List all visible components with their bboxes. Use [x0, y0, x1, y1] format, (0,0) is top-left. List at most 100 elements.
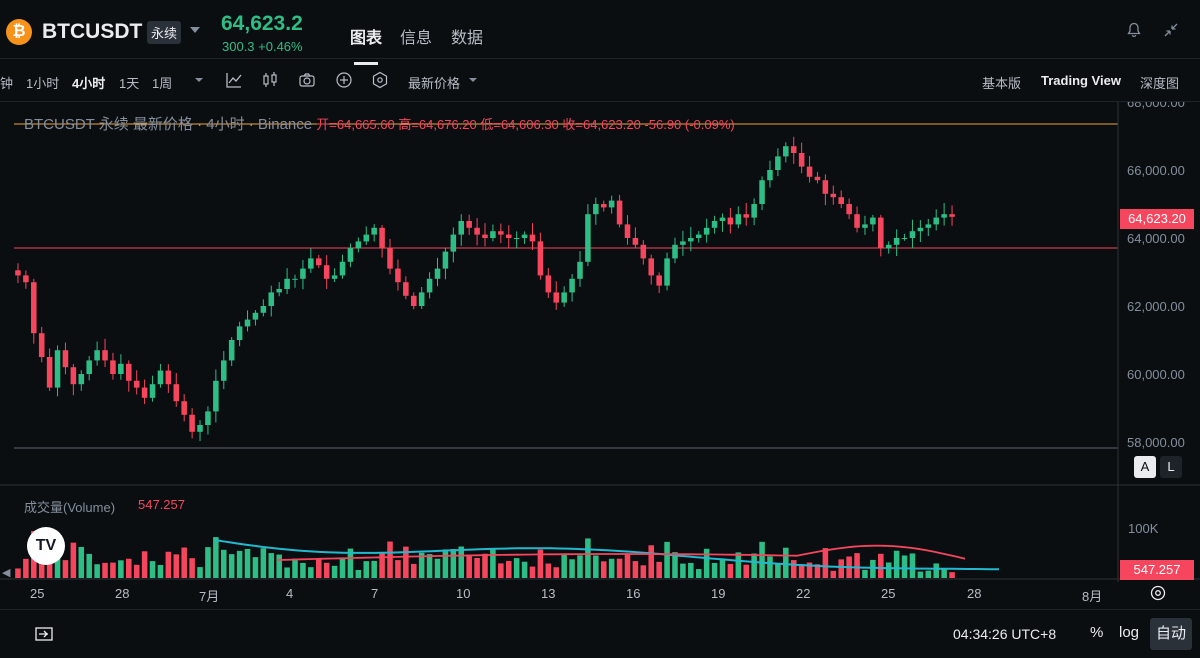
candle-body [838, 197, 844, 204]
volume-bar [648, 545, 655, 578]
symbol-name[interactable]: BTCUSDT [42, 20, 143, 43]
volume-bar [355, 569, 362, 578]
auto-scale-toggle[interactable]: 自动 [1150, 618, 1192, 650]
time-tick-label: 4 [286, 586, 294, 601]
volume-bar [23, 558, 29, 578]
auto-scale-button[interactable]: A [1134, 456, 1156, 478]
price-type-dropdown-icon[interactable] [464, 71, 482, 89]
volume-bar [498, 563, 504, 578]
candle-body [656, 275, 662, 286]
volume-bar [909, 553, 916, 578]
candle-body [846, 204, 852, 215]
volume-bar [434, 558, 441, 578]
replay-icon[interactable] [33, 623, 55, 645]
volume-bar [878, 553, 884, 578]
log-scale-button[interactable]: L [1160, 456, 1182, 478]
indicator-chart-icon[interactable] [225, 71, 243, 89]
interval-minute[interactable]: 钟 [0, 76, 14, 91]
price-type-select[interactable]: 最新价格 [408, 76, 461, 91]
interval-1w[interactable]: 1周 [152, 76, 173, 91]
scroll-left-icon[interactable]: ◀ [2, 567, 11, 579]
clock-readout[interactable]: 04:34:26 UTC+8 [953, 626, 1057, 642]
candle-type-icon[interactable] [261, 71, 279, 89]
candle-body [173, 384, 180, 402]
bell-icon[interactable] [1126, 22, 1142, 38]
volume-bar [640, 565, 647, 578]
chart-toolbar: 钟 1小时 4小时 1天 1周 最新价格 基本版 Trading View 深度… [0, 59, 1200, 102]
candle-body [561, 292, 567, 303]
volume-bar [482, 553, 488, 578]
volume-bar [133, 564, 140, 578]
tab-data[interactable]: 数据 [451, 30, 484, 47]
tab-info[interactable]: 信息 [400, 30, 433, 47]
price-axis-ticks: 68,000.00 66,000.00 64,000.00 62,000.00 60,0… [1127, 102, 1185, 450]
volume-value: 547.257 [138, 497, 185, 512]
volume-bar [118, 560, 124, 578]
volume-bar [822, 548, 829, 578]
volume-bar [870, 559, 876, 578]
candle-body [403, 282, 409, 296]
volume-bar [260, 548, 267, 578]
volume-bar [505, 560, 512, 578]
candle-body [719, 217, 726, 221]
candle-body [893, 238, 900, 245]
camera-icon[interactable] [298, 71, 316, 89]
interval-1d[interactable]: 1天 [119, 76, 140, 91]
collapse-icon[interactable] [1163, 22, 1179, 38]
candle-body [648, 258, 655, 276]
volume-bar [743, 564, 749, 578]
candle-body [387, 248, 393, 269]
volume-bar [830, 570, 837, 578]
view-tradingview[interactable]: Trading View [1041, 73, 1121, 88]
candle-body [695, 234, 702, 238]
volume-bar [854, 553, 860, 578]
volume-bar [466, 554, 472, 578]
candle-body [339, 261, 346, 276]
symbol-dropdown-icon[interactable] [190, 27, 200, 33]
legend-ohlc: 开=64,665.60 高=64,676.20 低=64,606.30 收=64… [316, 117, 735, 132]
time-tick-label: 13 [541, 586, 556, 601]
volume-bar [442, 549, 449, 578]
candle-body [395, 268, 401, 283]
candle-body [545, 275, 552, 293]
volume-bar [197, 567, 203, 578]
volume-bar [426, 554, 433, 578]
volume-bar [323, 562, 330, 578]
candle-body [363, 234, 370, 242]
candle-body [54, 350, 61, 388]
volume-bar [213, 537, 219, 578]
candle-body [616, 200, 623, 225]
volume-bar [181, 547, 187, 578]
price-chart[interactable]: 68,000.00 66,000.00 64,000.00 62,000.00 60,0… [0, 102, 1200, 582]
chart-settings-target-icon[interactable] [1149, 584, 1167, 602]
volume-bar [70, 542, 77, 578]
add-indicator-icon[interactable] [335, 71, 353, 89]
time-tick-label: 28 [115, 586, 130, 601]
time-tick-label: 16 [626, 586, 641, 601]
candle-body [664, 258, 670, 286]
view-depth[interactable]: 深度图 [1140, 76, 1180, 91]
settings-hex-icon[interactable] [371, 71, 389, 89]
interval-4h[interactable]: 4小时 [72, 76, 106, 91]
interval-dropdown-icon[interactable] [190, 71, 208, 89]
tab-chart[interactable]: 图表 [350, 24, 382, 65]
interval-1h[interactable]: 1小时 [26, 76, 60, 91]
volume-bar [806, 562, 813, 578]
volume-bar [110, 562, 116, 578]
candle-body [252, 312, 259, 320]
percent-scale-toggle[interactable]: % [1090, 624, 1104, 641]
candle-body [513, 238, 520, 239]
volume-bar [157, 564, 164, 578]
log-scale-toggle[interactable]: log [1119, 624, 1140, 641]
candle-body [94, 350, 100, 361]
candles-group [15, 136, 955, 442]
candle-body [126, 363, 132, 381]
candle-body [711, 221, 718, 228]
candle-body [31, 282, 37, 334]
volume-bar [759, 541, 765, 578]
candle-body [260, 306, 267, 313]
candle-body [410, 295, 417, 306]
tradingview-logo-icon[interactable]: TV [27, 527, 65, 565]
view-basic[interactable]: 基本版 [982, 76, 1022, 91]
volume-bar [141, 551, 148, 578]
